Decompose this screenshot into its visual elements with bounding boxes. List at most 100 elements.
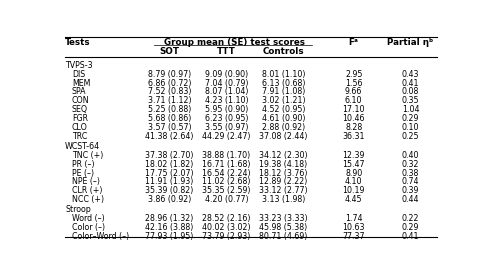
Text: 18.12 (3.76): 18.12 (3.76): [259, 169, 308, 178]
Text: 33.12 (2.77): 33.12 (2.77): [259, 186, 308, 195]
Text: 37.08 (2.44): 37.08 (2.44): [259, 132, 308, 141]
Text: NPE (–): NPE (–): [72, 177, 100, 187]
Text: TRC: TRC: [72, 132, 87, 141]
Text: 7.04 (0.79): 7.04 (0.79): [205, 79, 248, 88]
Text: 35.39 (0.82): 35.39 (0.82): [146, 186, 194, 195]
Text: 0.41: 0.41: [402, 232, 419, 241]
Text: 0.10: 0.10: [402, 123, 419, 132]
Text: 4.61 (0.90): 4.61 (0.90): [262, 114, 305, 123]
Text: CLO: CLO: [72, 123, 88, 132]
Text: 8.07 (1.04): 8.07 (1.04): [205, 87, 248, 96]
Text: 8.79 (0.97): 8.79 (0.97): [148, 70, 191, 79]
Text: Controls: Controls: [263, 47, 304, 57]
Text: 0.29: 0.29: [402, 223, 419, 232]
Text: 0.25: 0.25: [402, 132, 419, 141]
Text: 19.38 (4.18): 19.38 (4.18): [259, 160, 307, 169]
Text: Color–Word (–): Color–Word (–): [72, 232, 129, 241]
Text: 16.54 (2.24): 16.54 (2.24): [202, 169, 251, 178]
Text: 35.35 (2.59): 35.35 (2.59): [202, 186, 250, 195]
Text: 41.38 (2.64): 41.38 (2.64): [146, 132, 194, 141]
Text: 4.52 (0.95): 4.52 (0.95): [262, 105, 305, 114]
Text: Group mean (SE) test scores: Group mean (SE) test scores: [164, 38, 305, 47]
Text: Fᵃ: Fᵃ: [349, 38, 359, 47]
Text: 11.02 (2.68): 11.02 (2.68): [202, 177, 250, 187]
Text: 33.23 (3.33): 33.23 (3.33): [259, 214, 308, 223]
Text: 4.23 (1.10): 4.23 (1.10): [205, 96, 248, 105]
Text: 4.10: 4.10: [345, 177, 363, 187]
Text: 10.19: 10.19: [343, 186, 365, 195]
Text: 3.86 (0.92): 3.86 (0.92): [148, 195, 191, 204]
Text: 3.57 (0.57): 3.57 (0.57): [147, 123, 191, 132]
Text: 0.40: 0.40: [402, 151, 419, 160]
Text: 18.02 (1.82): 18.02 (1.82): [146, 160, 194, 169]
Text: TNC (+): TNC (+): [72, 151, 103, 160]
Text: 5.68 (0.86): 5.68 (0.86): [148, 114, 191, 123]
Text: 8.01 (1.10): 8.01 (1.10): [262, 70, 305, 79]
Text: 3.02 (1.21): 3.02 (1.21): [262, 96, 305, 105]
Text: 11.91 (1.93): 11.91 (1.93): [146, 177, 194, 187]
Text: 1.04: 1.04: [402, 105, 419, 114]
Text: PR (–): PR (–): [72, 160, 95, 169]
Text: Word (–): Word (–): [72, 214, 104, 223]
Text: 3.13 (1.98): 3.13 (1.98): [262, 195, 305, 204]
Text: TVPS-3: TVPS-3: [65, 61, 93, 70]
Text: 9.66: 9.66: [345, 87, 362, 96]
Text: 40.02 (3.02): 40.02 (3.02): [202, 223, 251, 232]
Text: 16.71 (1.68): 16.71 (1.68): [202, 160, 250, 169]
Text: 6.23 (0.95): 6.23 (0.95): [205, 114, 248, 123]
Text: 0.32: 0.32: [402, 160, 419, 169]
Text: 7.52 (0.83): 7.52 (0.83): [148, 87, 191, 96]
Text: TTT: TTT: [217, 47, 236, 57]
Text: 73.79 (2.93): 73.79 (2.93): [202, 232, 250, 241]
Text: 0.41: 0.41: [402, 79, 419, 88]
Text: 5.95 (0.90): 5.95 (0.90): [205, 105, 248, 114]
Text: SOT: SOT: [159, 47, 179, 57]
Text: 10.63: 10.63: [343, 223, 365, 232]
Text: 7.91 (1.08): 7.91 (1.08): [262, 87, 305, 96]
Text: SEQ: SEQ: [72, 105, 88, 114]
Text: 0.74: 0.74: [402, 177, 419, 187]
Text: Color (–): Color (–): [72, 223, 105, 232]
Text: 8.90: 8.90: [345, 169, 362, 178]
Text: 6.10: 6.10: [345, 96, 363, 105]
Text: 28.96 (1.32): 28.96 (1.32): [146, 214, 194, 223]
Text: 8.28: 8.28: [345, 123, 362, 132]
Text: 0.44: 0.44: [402, 195, 419, 204]
Text: 2.95: 2.95: [345, 70, 362, 79]
Text: 6.13 (0.68): 6.13 (0.68): [262, 79, 305, 88]
Text: Partial ηᵇ: Partial ηᵇ: [388, 38, 434, 47]
Text: 0.39: 0.39: [402, 186, 419, 195]
Text: 45.98 (5.38): 45.98 (5.38): [259, 223, 307, 232]
Text: 42.16 (3.88): 42.16 (3.88): [146, 223, 194, 232]
Text: 10.46: 10.46: [343, 114, 365, 123]
Text: SPA: SPA: [72, 87, 86, 96]
Text: CON: CON: [72, 96, 90, 105]
Text: WCST-64: WCST-64: [65, 142, 100, 151]
Text: 12.39: 12.39: [343, 151, 365, 160]
Text: 0.08: 0.08: [402, 87, 419, 96]
Text: 1.56: 1.56: [345, 79, 363, 88]
Text: 34.12 (2.30): 34.12 (2.30): [259, 151, 308, 160]
Text: 38.88 (1.70): 38.88 (1.70): [202, 151, 250, 160]
Text: MEM: MEM: [72, 79, 90, 88]
Text: 4.45: 4.45: [345, 195, 363, 204]
Text: 36.31: 36.31: [343, 132, 365, 141]
Text: 4.20 (0.77): 4.20 (0.77): [205, 195, 248, 204]
Text: Tests: Tests: [65, 38, 91, 47]
Text: 77.37: 77.37: [343, 232, 365, 241]
Text: 0.35: 0.35: [402, 96, 419, 105]
Text: PE (–): PE (–): [72, 169, 94, 178]
Text: Stroop: Stroop: [65, 205, 91, 214]
Text: FGR: FGR: [72, 114, 88, 123]
Text: 80.71 (4.69): 80.71 (4.69): [259, 232, 308, 241]
Text: 0.29: 0.29: [402, 114, 419, 123]
Text: 28.52 (2.16): 28.52 (2.16): [202, 214, 250, 223]
Text: 12.89 (2.22): 12.89 (2.22): [259, 177, 308, 187]
Text: 9.09 (0.90): 9.09 (0.90): [205, 70, 248, 79]
Text: 0.22: 0.22: [402, 214, 419, 223]
Text: 17.10: 17.10: [343, 105, 365, 114]
Text: 3.71 (1.12): 3.71 (1.12): [147, 96, 191, 105]
Text: 6.86 (0.72): 6.86 (0.72): [148, 79, 191, 88]
Text: 1.74: 1.74: [345, 214, 363, 223]
Text: DIS: DIS: [72, 70, 85, 79]
